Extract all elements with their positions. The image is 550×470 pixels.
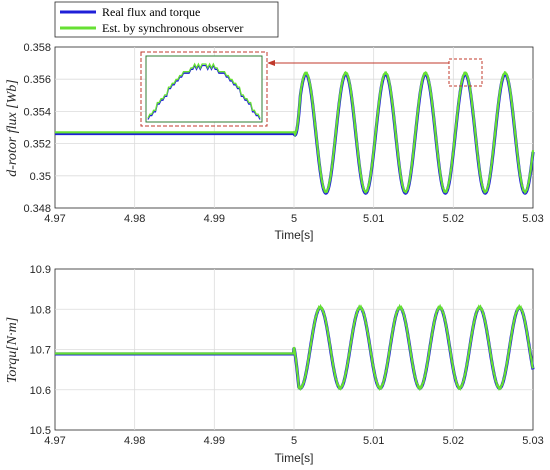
- zoom-arrow-head: [267, 60, 275, 66]
- torque-y-label: Torqu[N·m]: [5, 317, 20, 383]
- legend-label-estimated: Est. by synchronous observer: [102, 21, 243, 35]
- flux-x-tick-label: 4.97: [44, 213, 65, 225]
- torque-x-tick-label: 4.98: [124, 435, 145, 447]
- torque-x-ticks: 4.97 4.98 4.99 5 5.01 5.02 5.03: [44, 435, 543, 447]
- inset-series-real: [147, 64, 261, 120]
- flux-x-tick-label: 5.02: [443, 213, 464, 225]
- torque-x-tick-label: 4.97: [44, 435, 65, 447]
- torque-grid: [55, 269, 533, 430]
- inset-plot-frame: [145, 55, 263, 123]
- flux-series-estimated: [55, 70, 535, 194]
- torque-x-tick-label: 5.01: [363, 435, 384, 447]
- torque-x-tick-label: 5.03: [522, 435, 543, 447]
- flux-y-tick-label: 0.352: [23, 139, 51, 151]
- flux-x-ticks: 4.97 4.98 4.99 5 5.01 5.02 5.03: [44, 213, 543, 225]
- inset-series-estimated: [147, 62, 261, 119]
- torque-y-tick-label: 10.7: [30, 345, 51, 357]
- flux-x-tick-label: 5.03: [522, 213, 543, 225]
- flux-y-tick-label: 0.356: [23, 74, 51, 86]
- flux-y-tick-label: 0.35: [30, 171, 51, 183]
- flux-x-tick-label: 5.01: [363, 213, 384, 225]
- flux-chart: 4.97 4.98 4.99 5 5.01 5.02 5.03 0.348 0.35 0.352…: [5, 42, 544, 242]
- torque-chart: 4.97 4.98 4.99 5 5.01 5.02 5.03 10.510.610.710…: [5, 264, 544, 465]
- torque-series: [55, 303, 535, 392]
- legend-label-real: Real flux and torque: [102, 5, 200, 19]
- flux-y-tick-label: 0.354: [23, 106, 51, 118]
- torque-x-label: Time[s]: [275, 451, 314, 465]
- torque-y-tick-label: 10.9: [30, 264, 51, 276]
- flux-x-tick-label: 4.98: [124, 213, 145, 225]
- zoom-inset: [140, 51, 483, 127]
- flux-x-tick-label: 5: [291, 213, 297, 225]
- flux-x-tick-label: 4.99: [204, 213, 225, 225]
- torque-x-tick-label: 5.02: [443, 435, 464, 447]
- torque-y-tick-label: 10.8: [30, 304, 51, 316]
- inset-outer-frame: [140, 51, 268, 127]
- torque-x-tick-label: 5: [291, 435, 297, 447]
- flux-y-ticks: 0.348 0.35 0.352 0.354 0.356 0.358: [23, 42, 51, 215]
- legend-box: [54, 1, 279, 38]
- legend: Real flux and torque Est. by synchronous…: [54, 1, 279, 38]
- flux-series: [55, 70, 535, 195]
- zoom-region-box: [448, 58, 483, 87]
- flux-y-tick-label: 0.358: [23, 42, 51, 54]
- inset-lines: [147, 62, 261, 120]
- flux-y-tick-label: 0.348: [23, 203, 51, 215]
- flux-y-label: d-rotor flux [Wb]: [5, 79, 20, 176]
- torque-y-tick-label: 10.6: [30, 385, 51, 397]
- torque-series-estimated: [55, 303, 535, 392]
- flux-x-label: Time[s]: [275, 228, 314, 242]
- torque-y-ticks: 10.5 10.6 10.7 10.8 10.9: [30, 264, 51, 437]
- torque-y-tick-label: 10.5: [30, 425, 51, 437]
- torque-x-tick-label: 4.99: [204, 435, 225, 447]
